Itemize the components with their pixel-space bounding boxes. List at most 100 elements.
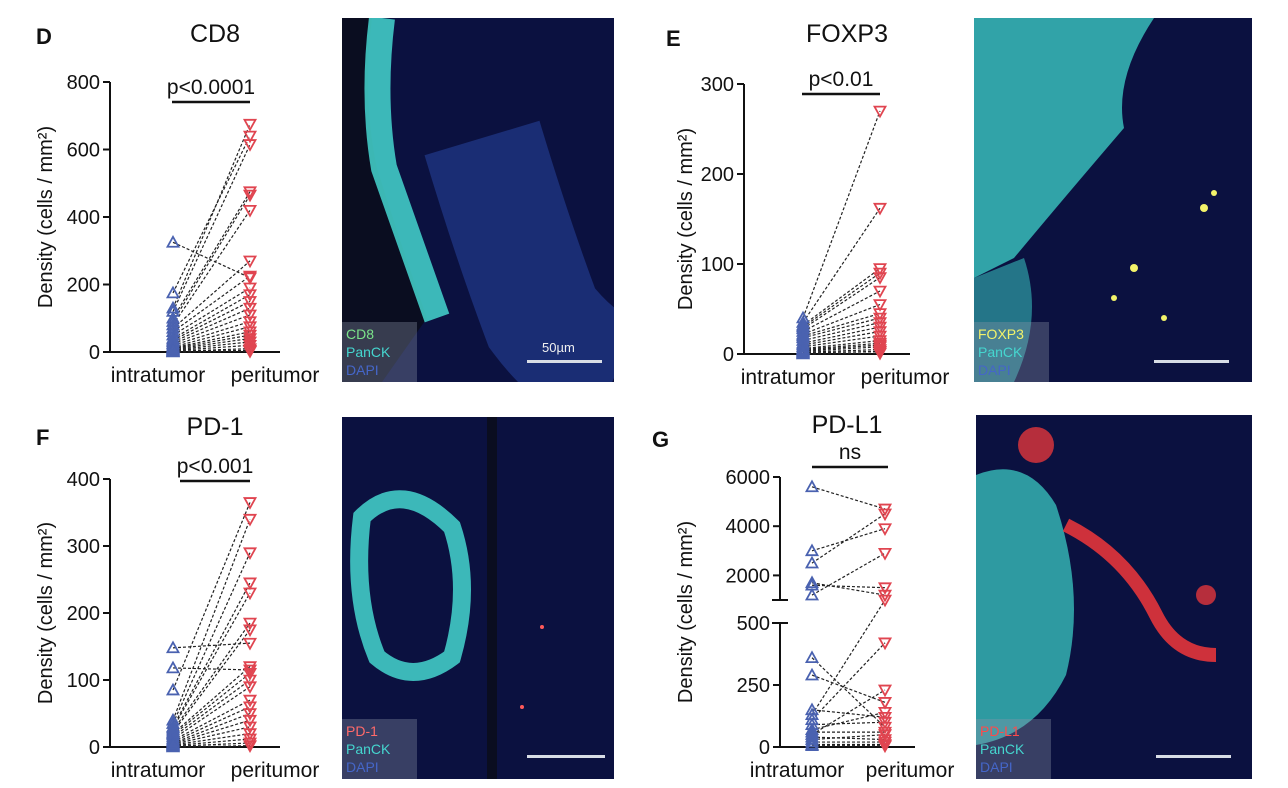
peritumor-point (242, 336, 258, 350)
legend-marker: PD-1 (346, 723, 378, 739)
panel-g: G PD-L1 2000 4000 6000 0 250 500 intratumor per… (640, 395, 1288, 788)
peritumor-point (242, 326, 258, 340)
pair-line (172, 344, 251, 352)
peritumor-point (242, 694, 258, 708)
pair-line (172, 672, 251, 736)
intratumor-point (795, 346, 811, 360)
pair-line (802, 346, 881, 352)
pair-line (172, 307, 251, 343)
panel-f: F PD-1 0 100 200 300 400 intratumor peritumor D… (0, 395, 640, 788)
pair-line (811, 584, 886, 589)
pair-line (811, 711, 886, 731)
peritumor-point (872, 347, 888, 361)
x-tick-label: intratumor (750, 759, 845, 782)
p-value-label: ns (839, 441, 861, 464)
peritumor-point (242, 255, 258, 269)
pair-line (172, 642, 251, 649)
peritumor-point (242, 740, 258, 754)
chart-title: FOXP3 (806, 20, 888, 48)
y-axis-label: Density (cells / mm²) (35, 126, 57, 308)
peritumor-point (877, 706, 893, 720)
pair-line (172, 337, 251, 350)
x-tick-label: peritumor (861, 366, 950, 389)
peritumor-point (242, 282, 258, 296)
chart-cd8: 0 200 400 600 800 intratumor peritumor Density … (35, 72, 320, 387)
y-tick-label: 100 (67, 670, 100, 692)
p-value-label: p<0.0001 (167, 76, 255, 99)
pair-line (811, 734, 886, 741)
panel-letter: G (652, 427, 670, 452)
peritumor-point (242, 667, 258, 681)
x-tick-label: intratumor (111, 759, 206, 782)
chart-title: PD-L1 (811, 411, 883, 439)
pair-line (811, 599, 886, 716)
intratumor-point (804, 732, 820, 745)
intratumor-point (165, 640, 181, 654)
y-axis: 0 200 400 600 800 (67, 72, 111, 364)
pair-line (802, 312, 881, 337)
intratumor-point (804, 555, 820, 569)
pair-line (172, 123, 251, 309)
peritumor-point (242, 289, 258, 302)
intratumor-point (804, 734, 820, 748)
panel-letter: F (36, 425, 50, 450)
intratumor-point (804, 587, 820, 601)
x-tick-label: peritumor (231, 364, 320, 387)
peritumor-point (242, 189, 258, 203)
pair-line (172, 552, 251, 724)
intratumor-point (165, 739, 181, 753)
peritumor-point (877, 523, 893, 537)
peritumor-point (877, 508, 893, 522)
peritumor-point (242, 346, 258, 359)
y-tick-label: 0 (759, 737, 770, 759)
intratumor-point (804, 738, 820, 752)
peritumor-point (242, 721, 258, 735)
panel-d: D CD8 0 200 400 600 800 intratumor peritumor De… (0, 0, 640, 395)
peritumor-point (242, 333, 258, 346)
pair-line (802, 207, 881, 323)
pair-line (172, 622, 251, 731)
pair-line (802, 339, 881, 350)
intratumor-point (804, 575, 820, 589)
pair-line (172, 518, 251, 721)
stain-legend: PD-L1 PanCK DAPI (976, 719, 1051, 779)
x-tick-label: peritumor (866, 759, 955, 782)
y-tick-label: 200 (67, 603, 100, 625)
pair-line (172, 738, 251, 747)
y-tick-label: 250 (737, 675, 770, 697)
pair-line (811, 721, 886, 726)
peritumor-point (242, 118, 258, 132)
y-axis: 0 100 200 300 400 (67, 469, 111, 759)
peritumor-point (242, 637, 258, 651)
pair-line (172, 314, 251, 345)
pair-line (172, 300, 251, 341)
micrograph-texture (974, 18, 1217, 382)
y-axis: 0 100 200 300 (701, 74, 745, 366)
pair-line (811, 689, 886, 736)
peritumor-point (877, 729, 893, 742)
intratumor-point (804, 479, 820, 493)
pair-line (172, 742, 251, 747)
pair-line (811, 582, 886, 596)
pair-line (811, 642, 886, 721)
pair-line (811, 552, 886, 596)
p-value-label: p<0.001 (177, 455, 254, 478)
pair-line (811, 709, 886, 718)
y-tick-label: 0 (89, 737, 100, 759)
panel-e: E FOXP3 0 100 200 300 intratumor peritumor Den… (640, 0, 1288, 395)
pair-line (802, 350, 881, 354)
intratumor-point (165, 660, 181, 674)
pair-line (172, 326, 251, 348)
pair-line (172, 726, 251, 745)
pair-line (802, 303, 881, 335)
pair-line (172, 629, 251, 733)
pair-line (802, 342, 881, 351)
peritumor-point (877, 736, 893, 750)
y-tick-label: 500 (737, 613, 770, 635)
peritumor-point (872, 202, 888, 216)
peritumor-point (877, 740, 893, 754)
intratumor-point (804, 543, 820, 557)
peritumor-point (877, 697, 893, 710)
peritumor-point (242, 309, 258, 323)
y-axis-label: Density (cells / mm²) (675, 521, 697, 703)
